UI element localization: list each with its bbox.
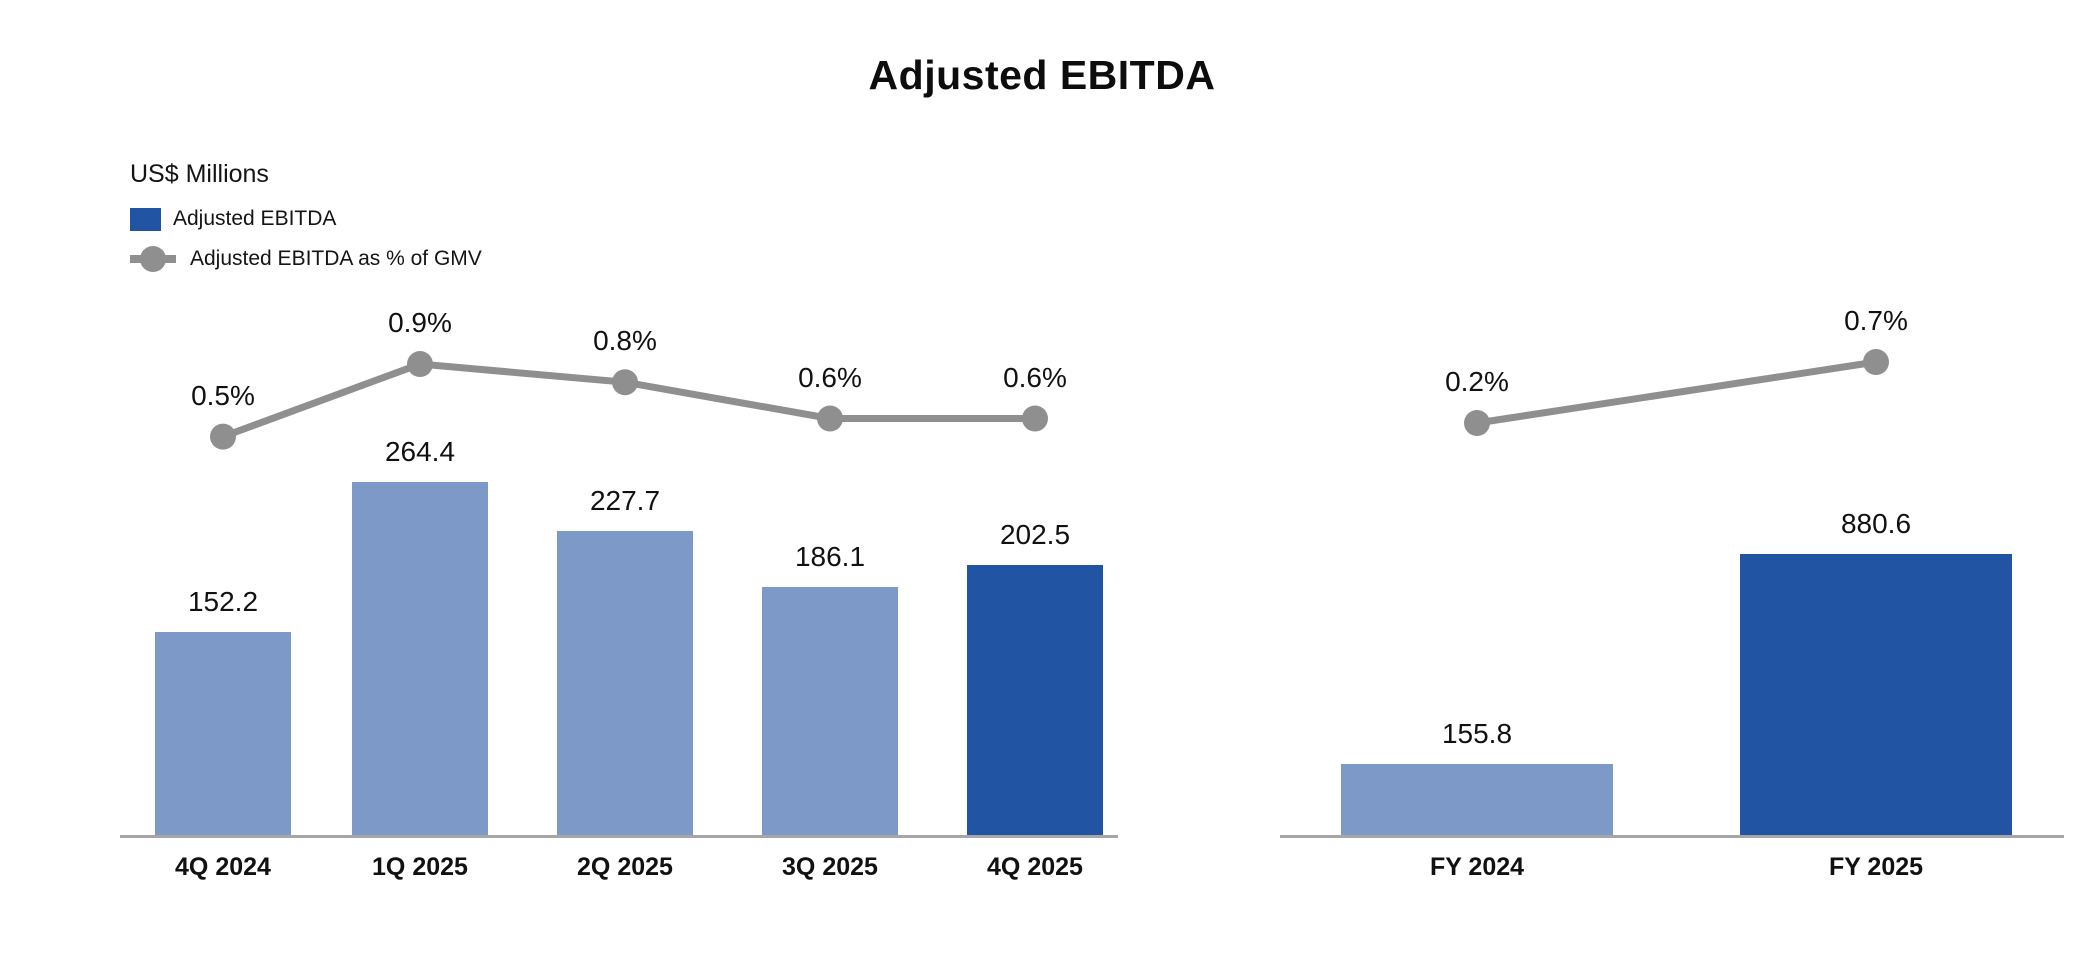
x-axis-label-4q-2024: 4Q 2024	[175, 853, 271, 881]
bar-swatch-icon	[130, 207, 161, 231]
x-axis-label-3q-2025: 3Q 2025	[782, 853, 878, 881]
legend-item-label: Adjusted EBITDA	[173, 207, 337, 230]
line-data-point	[1022, 405, 1048, 432]
bar-1q-2025	[352, 482, 488, 835]
bar-value-label: 202.5	[999, 519, 1071, 550]
x-axis-line	[120, 835, 1118, 838]
line-data-point	[1863, 349, 1889, 375]
bar-value-label: 264.4	[384, 436, 456, 467]
legend-item-adjusted-ebitda: Adjusted EBITDA	[130, 207, 482, 231]
line-data-point	[407, 351, 433, 378]
bar-fy-2025	[1740, 554, 2012, 835]
pct-of-gmv-label: 0.6%	[798, 361, 862, 393]
bar-value-label: 880.6	[1840, 508, 1912, 539]
line-data-point	[612, 369, 638, 396]
bar-4q-2024	[155, 632, 291, 835]
bar-value-label: 227.7	[589, 485, 661, 516]
x-axis-line	[1280, 835, 2064, 838]
x-axis-label-2q-2025: 2Q 2025	[577, 853, 673, 881]
legend-item-label: Adjusted EBITDA as % of GMV	[190, 247, 482, 270]
line-data-point	[1464, 410, 1490, 436]
bar-3q-2025	[762, 587, 898, 835]
legend-item-ebitda-pct-gmv: Adjusted EBITDA as % of GMV	[130, 246, 482, 272]
units-label: US$ Millions	[130, 160, 269, 188]
line-data-point	[817, 405, 843, 432]
pct-of-gmv-label: 0.6%	[1003, 361, 1067, 393]
bar-value-label: 155.8	[1441, 718, 1513, 749]
pct-of-gmv-label: 0.5%	[191, 379, 255, 411]
x-axis-label-1q-2025: 1Q 2025	[372, 853, 468, 881]
line-dot-marker-icon	[130, 246, 176, 272]
bar-fy-2024	[1341, 764, 1613, 835]
pct-of-gmv-label: 0.7%	[1844, 305, 1908, 336]
x-axis-label-fy-2024: FY 2024	[1429, 853, 1525, 881]
bar-value-label: 152.2	[187, 586, 259, 617]
pct-of-gmv-label: 0.2%	[1445, 366, 1509, 397]
bar-4q-2025	[967, 565, 1103, 835]
legend: US$ Millions Adjusted EBITDA Adjusted EB…	[130, 160, 482, 287]
x-axis-label-4q-2025: 4Q 2025	[987, 853, 1083, 881]
bar-value-label: 186.1	[794, 541, 866, 572]
pct-of-gmv-label: 0.9%	[388, 307, 452, 339]
page-title: Adjusted EBITDA	[868, 52, 1216, 98]
line-data-point	[210, 423, 236, 450]
x-axis-label-fy-2025: FY 2025	[1828, 853, 1924, 881]
pct-of-gmv-label: 0.8%	[593, 325, 657, 357]
bar-2q-2025	[557, 531, 693, 835]
